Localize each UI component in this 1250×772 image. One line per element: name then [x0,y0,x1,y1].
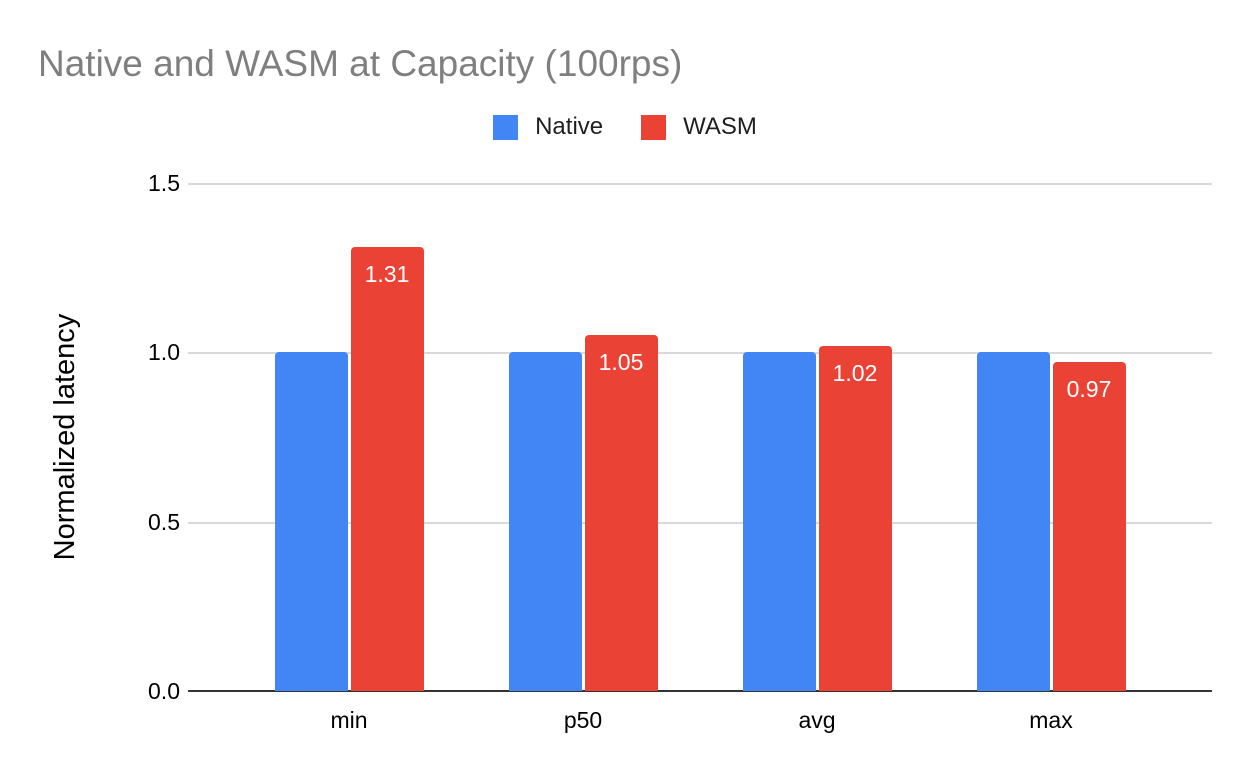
y-tick-label-1.0: 1.0 [148,339,180,366]
legend-swatch-wasm [641,114,667,140]
x-category-label-min: min [330,707,368,733]
x-category-label-max: max [1029,707,1073,733]
y-tick-label-1.5: 1.5 [148,170,180,196]
gridline-0.5 [188,521,1212,524]
legend-item-wasm: WASM [641,113,757,141]
gridline-1.5 [188,183,1212,185]
bar-native-avg [742,352,816,691]
x-category-label-p50: p50 [563,707,603,733]
plot-area: 1.31 1.05 1.02 0.97 [188,183,1212,692]
chart-title: Native and WASM at Capacity (100rps) [38,43,683,84]
legend: Native WASM [0,113,1250,141]
legend-swatch-native [493,114,519,140]
bar-value-label-wasm-max: 0.97 [1066,376,1112,403]
bar-wasm-min [350,247,424,691]
y-axis-title: Normalized latency [49,313,81,561]
bar-value-label-wasm-p50: 1.05 [598,349,644,376]
bar-value-label-wasm-min: 1.31 [364,261,410,288]
x-category-label-avg: avg [798,707,836,733]
legend-item-native: Native [493,113,603,141]
legend-label-native: Native [535,113,604,140]
y-tick-label-0.5: 0.5 [148,508,180,535]
legend-label-wasm: WASM [683,113,757,140]
bar-wasm-max [1052,362,1126,691]
y-tick-label-0.0: 0.0 [148,678,180,704]
bar-native-p50 [508,352,582,691]
bar-wasm-avg [818,345,892,691]
gridline-1.0 [188,352,1212,355]
bar-native-max [976,352,1050,691]
bar-wasm-p50 [584,335,658,691]
x-axis-line [188,690,1212,692]
bar-native-min [274,352,348,691]
bar-value-label-wasm-avg: 1.02 [832,359,878,386]
